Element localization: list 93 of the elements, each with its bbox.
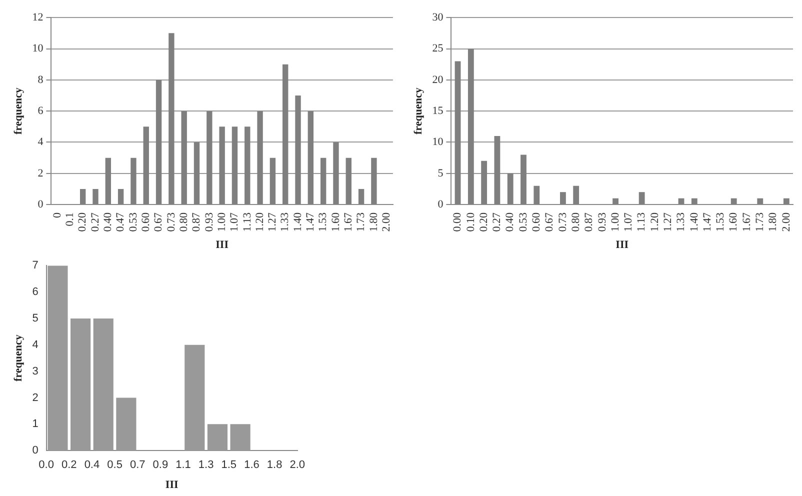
x-tick-label: 0.73 [556, 212, 569, 232]
x-tick-label: 0.5 [107, 459, 122, 472]
x-tick-label: 1.67 [342, 212, 355, 232]
x-tick-label: 0.1 [64, 212, 76, 226]
x-tick-label: 1.27 [662, 212, 674, 232]
x-axis-title: III [165, 479, 178, 492]
x-tick-label: 0.40 [102, 212, 114, 232]
y-tick-label: 7 [32, 260, 38, 272]
x-tick-label: 0.47 [114, 212, 127, 232]
x-axis-title: III [216, 239, 228, 252]
y-tick-label: 8 [38, 74, 44, 86]
y-tick-label: 3 [32, 365, 38, 378]
y-tick-label: 4 [38, 136, 44, 148]
x-tick-label: 1.1 [176, 459, 191, 472]
y-tick-label: 5 [32, 312, 38, 324]
y-tick-label: 2 [38, 167, 44, 180]
x-tick-label: 1.00 [216, 212, 228, 232]
x-tick-label: 1.8 [266, 459, 282, 472]
x-tick-label: 1.73 [754, 212, 766, 232]
x-tick-label: 1.53 [317, 212, 330, 232]
x-tick-label: 1.13 [636, 212, 648, 232]
x-tick-label: 0.67 [544, 212, 556, 232]
y-tick-label: 10 [32, 42, 44, 55]
y-tick-label: 0 [438, 198, 444, 210]
x-tick-label: 1.20 [254, 212, 266, 232]
x-tick-label: 0 [51, 212, 64, 218]
y-tick-label: 1 [32, 418, 38, 430]
y-tick-label: 0 [32, 444, 38, 457]
y-tick-label: 0 [38, 198, 44, 210]
x-tick-label: 0.10 [464, 212, 477, 232]
x-tick-label: 1.13 [241, 212, 254, 232]
x-tick-label: 0.80 [570, 212, 582, 232]
y-axis-title: frequency [412, 87, 424, 135]
x-tick-label: 1.6 [244, 459, 260, 472]
x-tick-label: 1.73 [355, 212, 368, 232]
x-tick-label: 0.87 [190, 212, 203, 232]
x-tick-label: 1.3 [198, 459, 214, 472]
y-tick-label: 20 [432, 74, 444, 86]
x-tick-label: 2.0 [290, 459, 306, 472]
x-tick-label: 0.9 [152, 459, 168, 472]
x-tick-label: 1.33 [675, 212, 688, 232]
x-tick-label: 2.00 [380, 212, 393, 232]
y-tick-label: 4 [32, 338, 38, 351]
x-tick-label: 1.5 [221, 459, 237, 472]
x-tick-label: 0.93 [596, 212, 608, 232]
x-tick-label: 1.67 [740, 212, 753, 232]
x-tick-label: 1.00 [609, 212, 622, 232]
y-tick-label: 10 [432, 136, 444, 148]
x-tick-label: 0.73 [165, 212, 178, 232]
x-tick-label: 1.53 [714, 212, 727, 232]
x-tick-label: 0.80 [178, 212, 190, 232]
x-tick-label: 0.0 [38, 459, 54, 472]
y-tick-label: 2 [32, 392, 38, 404]
x-tick-label: 0.87 [583, 212, 596, 232]
x-tick-label: 1.47 [701, 212, 714, 232]
y-tick-label: 25 [432, 42, 444, 55]
x-tick-label: 1.47 [304, 212, 317, 232]
x-tick-label: 0.93 [203, 212, 216, 232]
x-tick-label: 1.40 [292, 212, 304, 232]
x-tick-label: 1.33 [279, 212, 292, 232]
x-tick-label: 0.27 [491, 212, 504, 232]
x-tick-label: 0.60 [530, 212, 543, 232]
x-tick-label: 0.4 [84, 459, 100, 472]
x-tick-label: 2.00 [780, 212, 792, 232]
y-tick-label: 15 [432, 104, 444, 117]
y-tick-label: 12 [32, 11, 44, 24]
x-tick-label: 0.20 [478, 212, 490, 232]
x-tick-label: 0.53 [517, 212, 530, 232]
y-axis-title: frequency [12, 87, 24, 135]
x-tick-label: 0.67 [152, 212, 165, 232]
x-tick-label: 1.80 [368, 212, 380, 232]
y-tick-label: 5 [438, 167, 444, 180]
x-tick-label: 0.60 [140, 212, 152, 232]
x-tick-label: 1.40 [688, 212, 700, 232]
y-axis-title: frequency [12, 334, 24, 382]
x-tick-label: 1.20 [648, 212, 661, 232]
y-tick-label: 6 [32, 286, 38, 298]
x-tick-label: 0.7 [130, 459, 146, 472]
y-tick-label: 6 [38, 104, 44, 117]
x-tick-label: 0.20 [76, 212, 89, 232]
x-tick-label: 0.2 [61, 459, 77, 472]
x-tick-label: 0.53 [127, 212, 140, 232]
x-tick-label: 1.60 [728, 212, 740, 232]
x-tick-label: 0.27 [89, 212, 102, 232]
y-tick-label: 30 [432, 11, 444, 24]
x-tick-label: 1.60 [330, 212, 342, 232]
x-tick-label: 1.27 [266, 212, 279, 232]
x-tick-label: 0.40 [504, 212, 516, 232]
x-tick-label: 1.07 [228, 212, 241, 232]
x-tick-label: 1.07 [622, 212, 635, 232]
x-tick-label: 0.00 [452, 212, 464, 232]
x-tick-label: 1.80 [767, 212, 780, 232]
x-axis-title: III [616, 239, 629, 252]
